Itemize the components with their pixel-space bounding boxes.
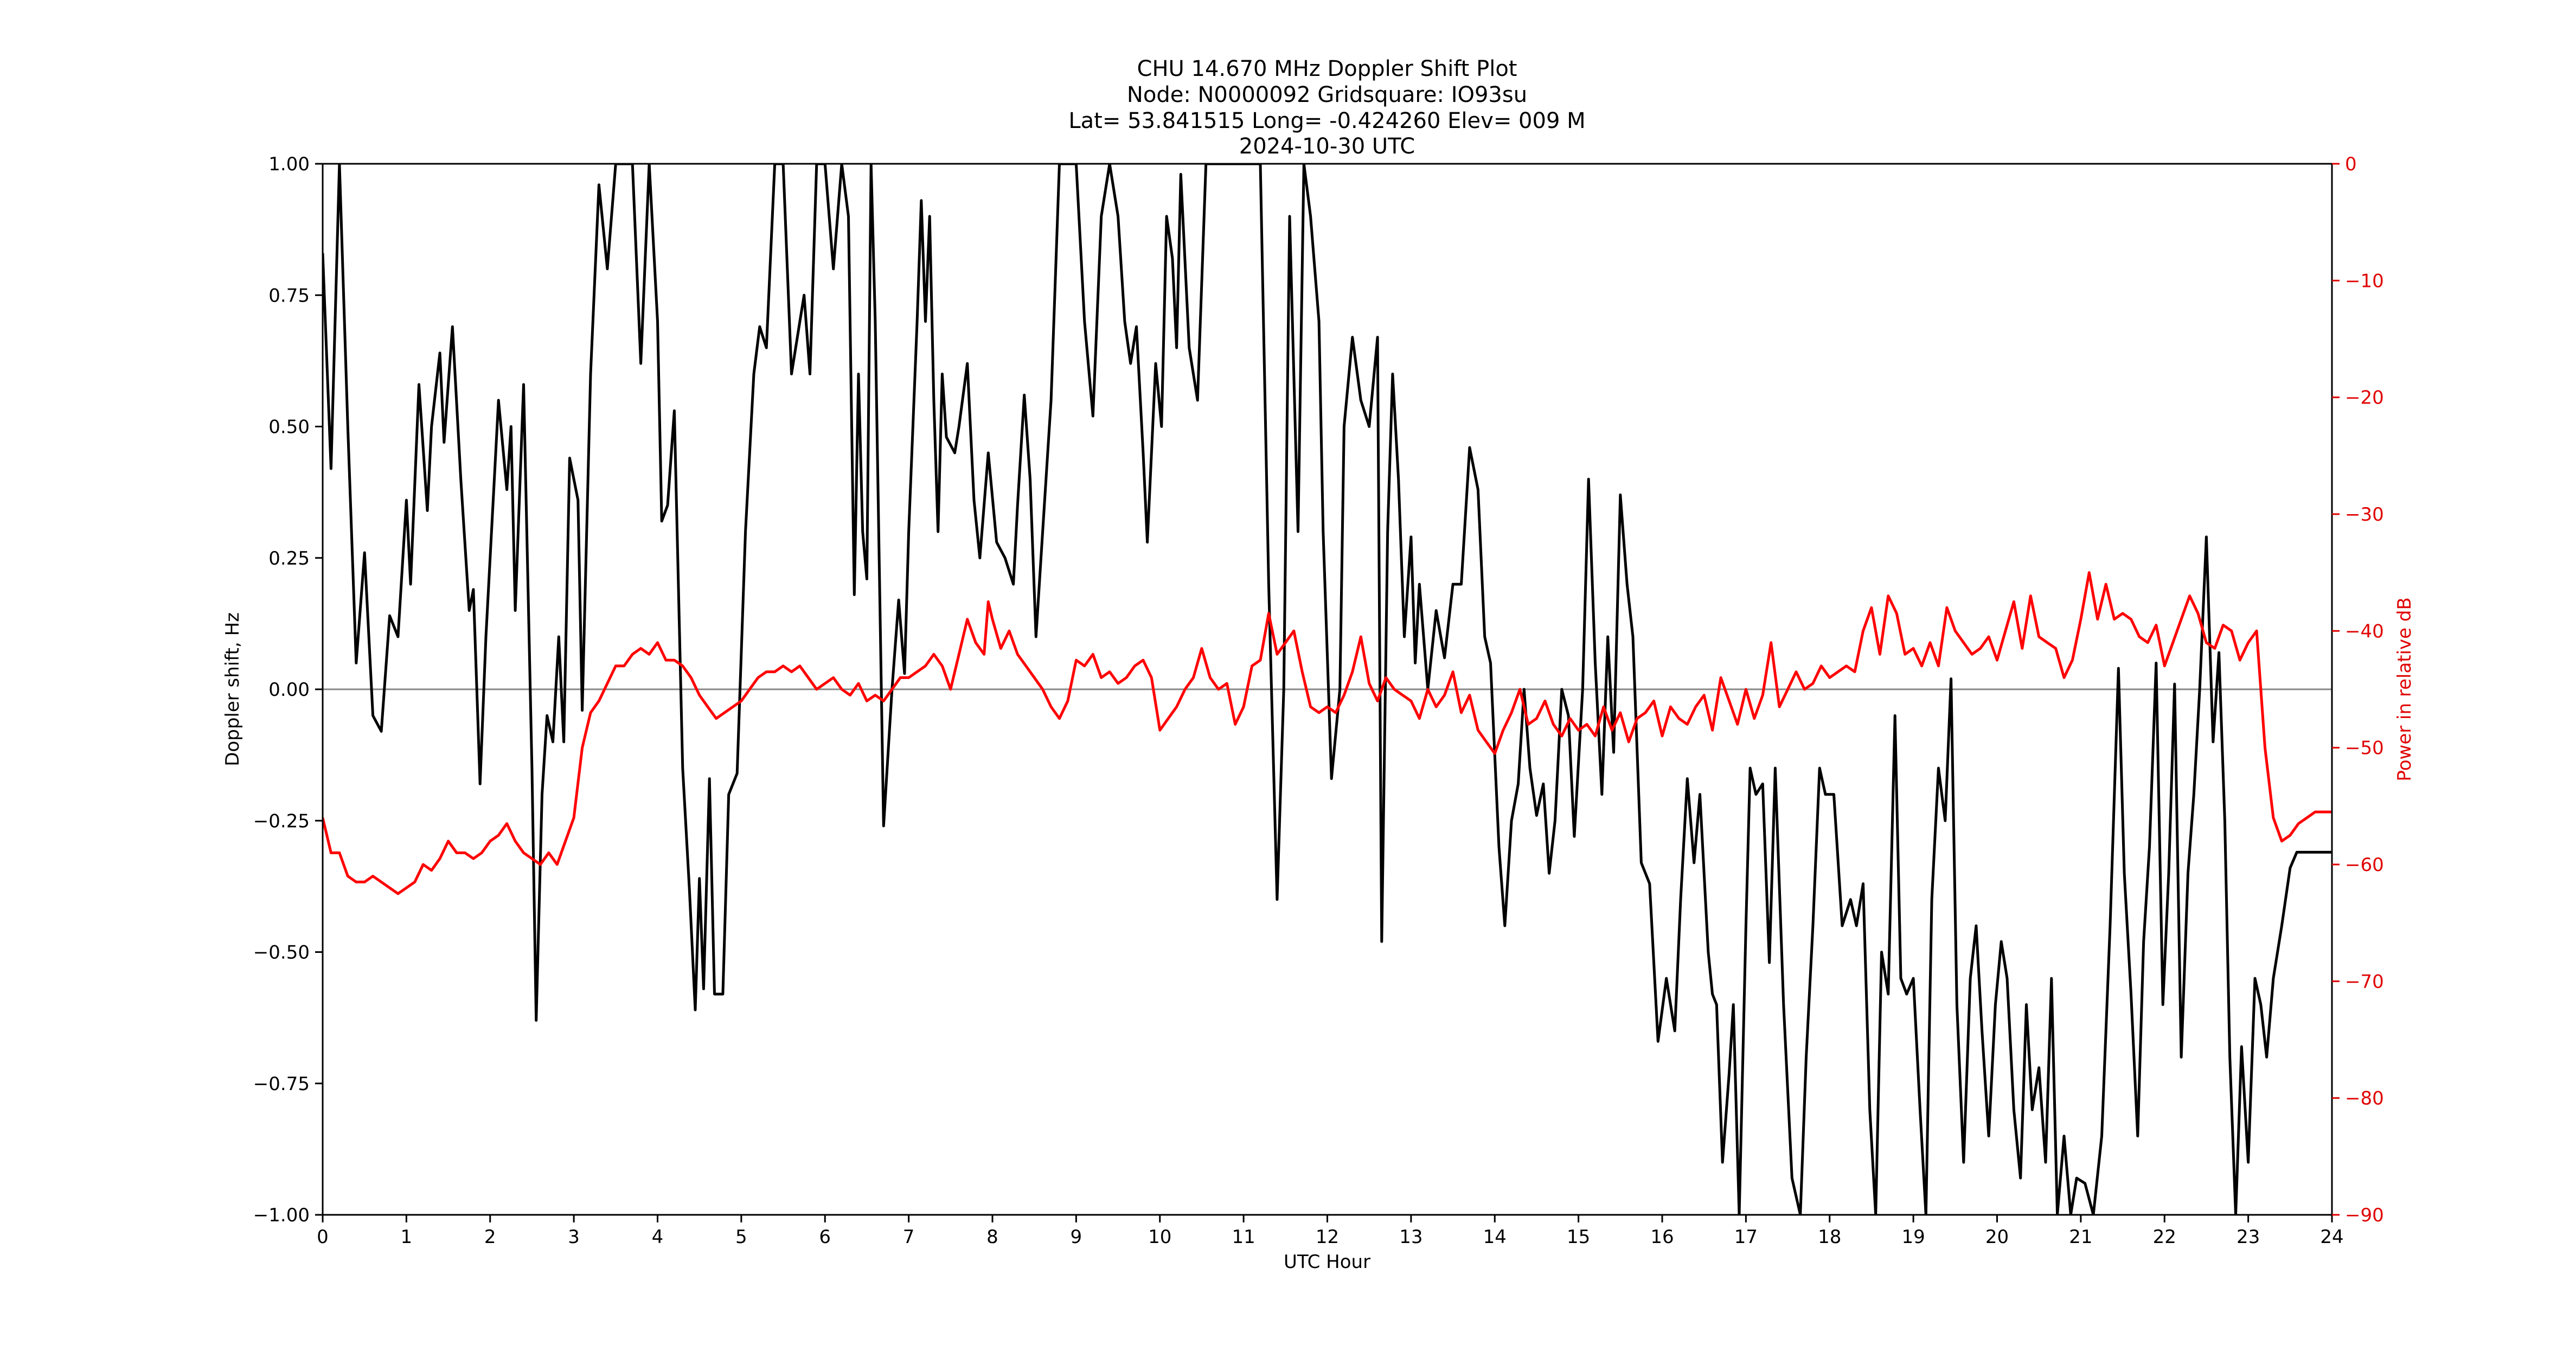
y-left-tick-label-6: −0.50	[253, 942, 310, 964]
y-axis-left-label: Doppler shift, Hz	[222, 612, 243, 766]
doppler-series-line	[323, 164, 2332, 1215]
x-tick-label-21: 21	[2069, 1226, 2092, 1248]
chart-title: CHU 14.670 MHz Doppler Shift Plot Node: …	[1068, 56, 1585, 159]
power-series-line	[323, 571, 2332, 895]
x-tick-label-1: 1	[401, 1226, 413, 1248]
x-tick-label-16: 16	[1650, 1226, 1674, 1248]
y-right-tick-label-4: −40	[2345, 620, 2384, 642]
x-tick-label-10: 10	[1148, 1226, 1171, 1248]
x-tick-label-0: 0	[317, 1226, 329, 1248]
y-axis-right: 0 −10 −20 −30 −40 −50 −60 −70 −80 −90	[2332, 153, 2384, 1226]
x-axis-label: UTC Hour	[1284, 1251, 1370, 1273]
y-right-tick-label-2: −20	[2345, 387, 2384, 409]
x-tick-label-9: 9	[1071, 1226, 1082, 1248]
x-tick-label-4: 4	[652, 1226, 664, 1248]
y-right-tick-label-1: −10	[2345, 270, 2384, 292]
y-axis-left: 1.00 0.75 0.50 0.25 0.00 −0.25 −0.50 −0.75 −1.00	[253, 153, 323, 1226]
x-tick-label-14: 14	[1483, 1226, 1507, 1248]
y-left-tick-label-8: −1.00	[253, 1205, 310, 1226]
y-left-tick-label-5: −0.25	[253, 810, 310, 832]
y-left-tick-label-2: 0.50	[268, 417, 310, 438]
title-line-3: Lat= 53.841515 Long= -0.424260 Elev= 009…	[1068, 108, 1585, 133]
x-tick-label-18: 18	[1818, 1226, 1841, 1248]
title-line-2: Node: N0000092 Gridsquare: IO93su	[1127, 82, 1527, 107]
y-left-tick-label-0: 1.00	[268, 153, 310, 175]
title-line-4: 2024-10-30 UTC	[1239, 134, 1415, 159]
y-left-tick-label-7: −0.75	[253, 1073, 310, 1095]
x-tick-label-11: 11	[1232, 1226, 1255, 1248]
y-axis-right-label: Power in relative dB	[2394, 597, 2415, 781]
title-line-1: CHU 14.670 MHz Doppler Shift Plot	[1137, 56, 1517, 81]
y-right-tick-label-5: −50	[2345, 738, 2384, 759]
x-tick-label-7: 7	[903, 1226, 915, 1248]
y-right-tick-label-8: −80	[2345, 1088, 2384, 1110]
y-right-tick-label-7: −70	[2345, 971, 2384, 992]
x-tick-label-24: 24	[2320, 1226, 2343, 1248]
x-tick-label-5: 5	[735, 1226, 747, 1248]
x-tick-label-3: 3	[568, 1226, 580, 1248]
x-tick-label-20: 20	[1985, 1226, 2009, 1248]
x-tick-label-17: 17	[1734, 1226, 1758, 1248]
x-tick-label-12: 12	[1316, 1226, 1339, 1248]
x-tick-label-2: 2	[484, 1226, 496, 1248]
y-right-tick-label-9: −90	[2345, 1205, 2384, 1226]
y-left-tick-label-1: 0.75	[268, 285, 310, 306]
series-layer	[323, 164, 2332, 1215]
x-tick-label-15: 15	[1567, 1226, 1590, 1248]
y-left-tick-label-4: 0.00	[268, 679, 310, 701]
y-right-tick-label-0: 0	[2345, 153, 2357, 175]
x-tick-label-8: 8	[986, 1226, 998, 1248]
y-left-tick-label-3: 0.25	[268, 548, 310, 569]
x-tick-label-23: 23	[2237, 1226, 2260, 1248]
y-right-tick-label-3: −30	[2345, 504, 2384, 526]
x-tick-label-22: 22	[2153, 1226, 2176, 1248]
y-right-tick-label-6: −60	[2345, 854, 2384, 876]
x-axis: 0 1 2 3 4 5 6 7 8 9 10 11 12 13 14 15 16 17 18 19 20 21 22 23 24	[317, 1215, 2344, 1248]
x-tick-label-6: 6	[819, 1226, 831, 1248]
x-tick-label-19: 19	[1901, 1226, 1925, 1248]
x-tick-label-13: 13	[1399, 1226, 1422, 1248]
